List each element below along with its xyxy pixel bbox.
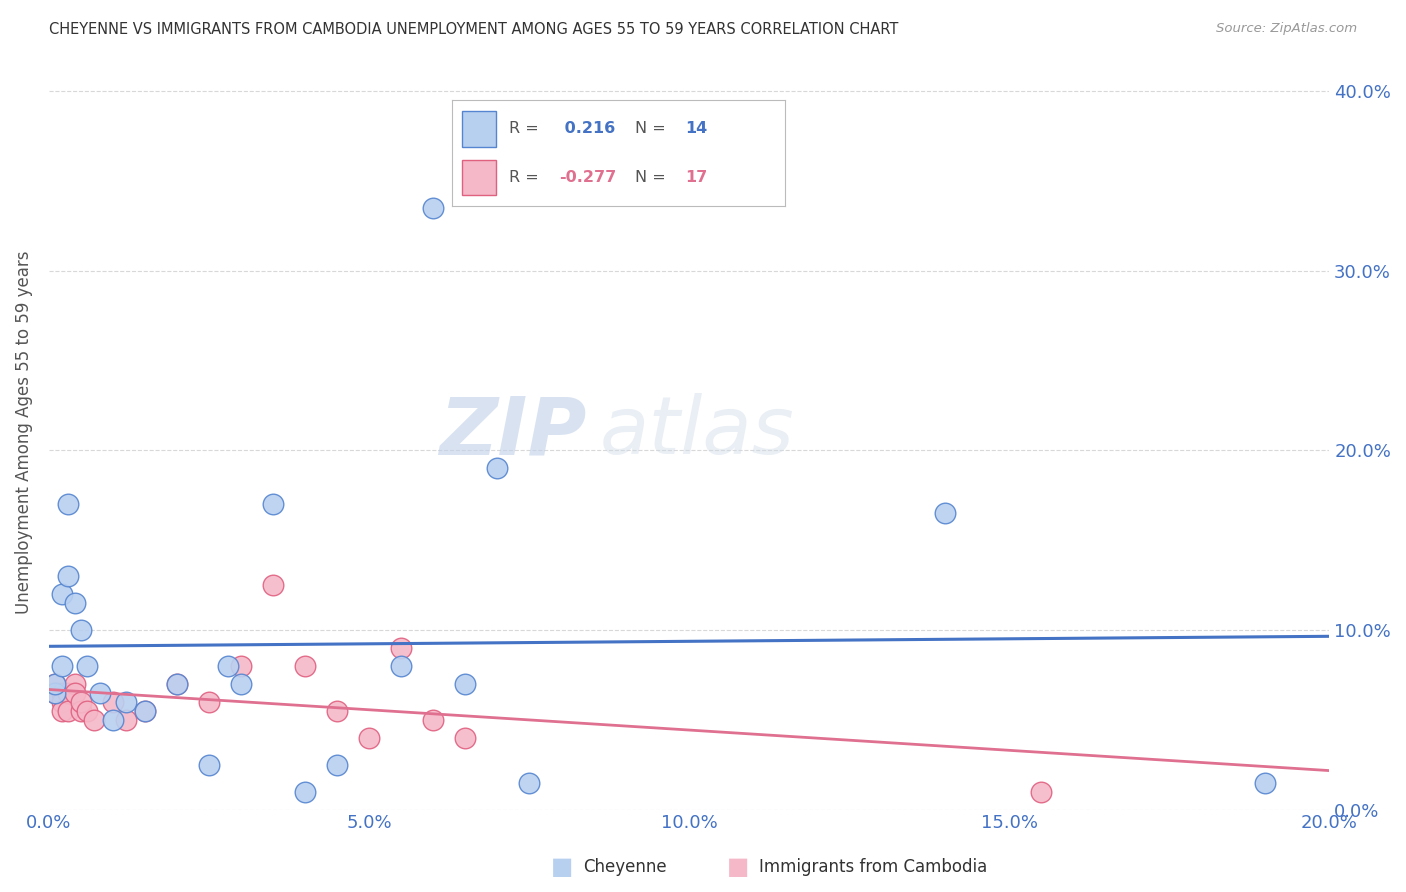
Text: Cheyenne: Cheyenne (583, 858, 666, 876)
Point (44, 686, 66, 700)
Point (294, 658, 316, 673)
Point (1254, 775, 1277, 789)
Point (56, 569, 79, 583)
Point (56, 704, 79, 718)
Text: Source: ZipAtlas.com: Source: ZipAtlas.com (1216, 22, 1357, 36)
Point (454, 677, 477, 691)
Point (486, 461, 509, 475)
Point (51, 686, 73, 700)
Point (454, 731, 477, 745)
Point (56, 497, 79, 511)
Point (326, 757, 349, 772)
Point (262, 497, 284, 511)
Point (389, 640, 412, 655)
Point (70, 704, 93, 718)
Point (134, 704, 156, 718)
Text: CHEYENNE VS IMMIGRANTS FROM CAMBODIA UNEMPLOYMENT AMONG AGES 55 TO 59 YEARS CORR: CHEYENNE VS IMMIGRANTS FROM CAMBODIA UNE… (49, 22, 898, 37)
Point (76, 704, 98, 718)
Point (422, 713, 444, 727)
Point (389, 658, 412, 673)
Point (1031, 784, 1053, 798)
Point (76, 658, 98, 673)
Point (422, 201, 444, 215)
Point (101, 713, 124, 727)
Point (83, 713, 105, 727)
Point (294, 784, 316, 798)
Point (229, 677, 252, 691)
Point (357, 731, 380, 745)
Point (517, 775, 540, 789)
Point (114, 713, 136, 727)
Point (51, 704, 73, 718)
Point (63, 686, 86, 700)
Point (44, 677, 66, 691)
Point (114, 695, 136, 709)
Text: Immigrants from Cambodia: Immigrants from Cambodia (759, 858, 987, 876)
Text: ■: ■ (551, 855, 574, 879)
Point (89, 686, 111, 700)
Text: atlas: atlas (599, 393, 794, 471)
Point (51, 587, 73, 601)
Point (70, 695, 93, 709)
Point (63, 677, 86, 691)
Point (198, 695, 221, 709)
Point (166, 677, 188, 691)
Point (56, 686, 79, 700)
Point (198, 757, 221, 772)
Point (229, 658, 252, 673)
Point (44, 686, 66, 700)
Y-axis label: Unemployment Among Ages 55 to 59 years: Unemployment Among Ages 55 to 59 years (15, 251, 32, 614)
Point (326, 704, 349, 718)
Point (51, 658, 73, 673)
Point (51, 695, 73, 709)
Point (934, 506, 956, 520)
Point (262, 578, 284, 592)
Text: ■: ■ (727, 855, 749, 879)
Point (134, 704, 156, 718)
Text: ZIP: ZIP (439, 393, 586, 471)
Point (63, 596, 86, 610)
Point (70, 623, 93, 637)
Point (44, 677, 66, 691)
Point (101, 695, 124, 709)
Point (166, 677, 188, 691)
Point (217, 658, 239, 673)
